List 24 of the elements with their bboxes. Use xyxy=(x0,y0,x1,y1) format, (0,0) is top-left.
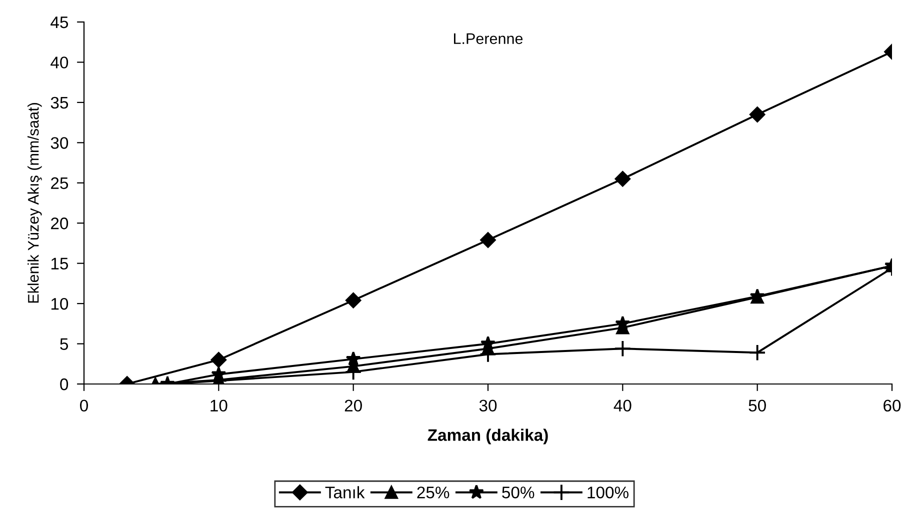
x-tick-label: 0 xyxy=(80,400,88,412)
x-axis-title: Zaman (dakika) xyxy=(428,428,548,444)
x-tick-label: 10 xyxy=(210,400,228,412)
y-tick-label: 15 xyxy=(51,258,68,270)
x-tick-label: 50 xyxy=(748,400,766,412)
legend-label: 100% xyxy=(588,486,628,498)
x-tick-label: 30 xyxy=(479,400,497,412)
y-tick-label: 20 xyxy=(51,218,68,230)
y-tick-label: 30 xyxy=(50,137,68,149)
x-tick-label: 20 xyxy=(344,400,362,412)
y-tick-label: 40 xyxy=(50,56,68,68)
legend-label: Tanık xyxy=(325,486,365,498)
y-tick-label: 25 xyxy=(51,177,68,190)
y-tick-label: 10 xyxy=(51,298,68,310)
x-tick-label: 40 xyxy=(614,400,632,412)
legend-label: 25% xyxy=(417,486,450,498)
y-tick-label: 0 xyxy=(60,378,68,390)
text: L.Perenne xyxy=(454,33,523,44)
y-axis-title: Eklenik Yüzey Akış (mm/saat) xyxy=(28,103,42,303)
y-tick-label: 5 xyxy=(60,338,68,350)
x-tick-label: 60 xyxy=(884,400,901,412)
y-tick-label: 35 xyxy=(50,96,68,109)
y-tick-label: 45 xyxy=(50,16,68,28)
legend-label: 50% xyxy=(502,486,534,498)
